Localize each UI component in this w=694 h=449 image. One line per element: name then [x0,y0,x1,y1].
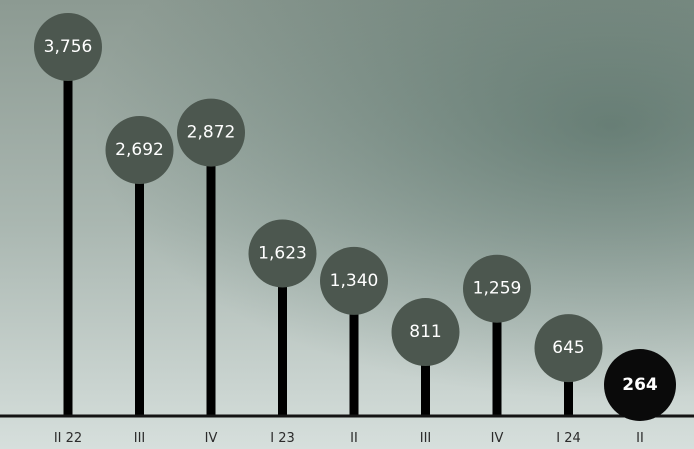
x-tick-label-2: III [134,431,146,446]
value-label-2: 2,692 [115,140,164,160]
x-tick-label-7: IV [491,431,504,446]
x-tick-label-1: II 22 [54,431,82,446]
value-label-9: 264 [622,375,658,395]
value-bubble-6 [391,298,460,367]
value-bubble-7 [463,254,531,323]
value-bubble-9 [604,349,676,421]
x-tick-label-9: II [636,431,644,446]
value-label-1: 3,756 [44,37,93,57]
value-label-8: 645 [552,338,584,358]
value-bubble-8 [534,314,603,383]
value-label-5: 1,340 [330,271,379,291]
x-tick-labels: II 22 III IV I 23 II III IV I 24 II [54,431,644,446]
value-bubble-4 [248,219,317,288]
x-tick-label-5: II [350,431,358,446]
x-tick-label-3: IV [205,431,218,446]
x-tick-label-6: III [420,431,432,446]
x-tick-label-4: I 23 [270,431,295,446]
value-bubble-1 [34,13,102,81]
value-label-7: 1,259 [473,279,522,299]
value-bubble-3 [177,98,245,167]
value-bubble-5 [320,246,388,315]
value-bubble-2 [105,115,174,184]
value-label-6: 811 [409,322,441,342]
value-label-3: 2,872 [187,123,236,143]
bubbles-layer: 3,756 2,692 2,872 1,623 1,340 811 1,259 645 264 [34,13,676,421]
value-label-4: 1,623 [258,243,307,263]
x-tick-label-8: I 24 [556,431,581,446]
